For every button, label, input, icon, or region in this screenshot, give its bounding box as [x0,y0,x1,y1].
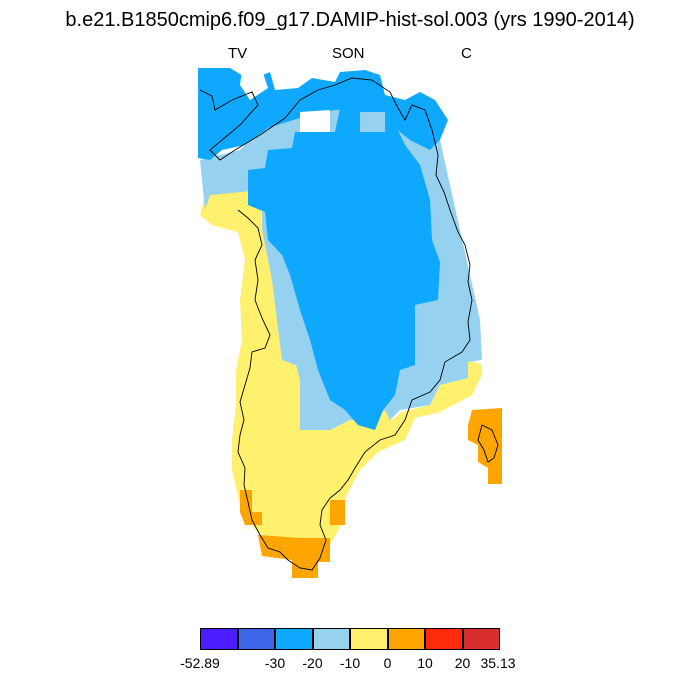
colorbar-label: -20 [302,655,323,671]
map-title: b.e21.B1850cmip6.f09_g17.DAMIP-hist-sol.… [65,9,635,31]
subtitle-variable: TV [228,45,248,62]
field-yellow [200,190,482,545]
field-orange-southwest [240,490,262,525]
colorbar-label: -52.89 [180,655,220,671]
colorbar-swatch [425,628,463,650]
field-orange-east-island [468,408,502,484]
colorbar-swatch [275,628,313,650]
coastline-east-island [477,424,499,463]
colorbar-label: 20 [454,655,471,671]
colorbar-label: -10 [339,655,361,671]
field-orange-south [258,535,330,578]
subtitle-season: SON [332,45,365,62]
field-gap-northeast [360,112,385,132]
field-orange-southeast [330,500,345,525]
field-gap-northwest [240,70,268,100]
subtitle-units: C [461,45,472,62]
field-blue-core [248,105,440,430]
colorbar-label: 10 [417,655,433,671]
colorbar-swatch [237,628,275,650]
colorbar-swatch [312,628,350,650]
field-gap-north [300,110,330,132]
colorbar-swatch [387,628,425,650]
colorbar-swatch [350,628,388,650]
colorbar-label: 0 [383,655,392,671]
coastline [199,77,473,571]
colorbar-swatch [200,628,238,650]
colorbar-swatch [462,628,500,650]
colorbar-label: 35.13 [480,655,516,671]
colorbar-label: -30 [264,655,286,671]
